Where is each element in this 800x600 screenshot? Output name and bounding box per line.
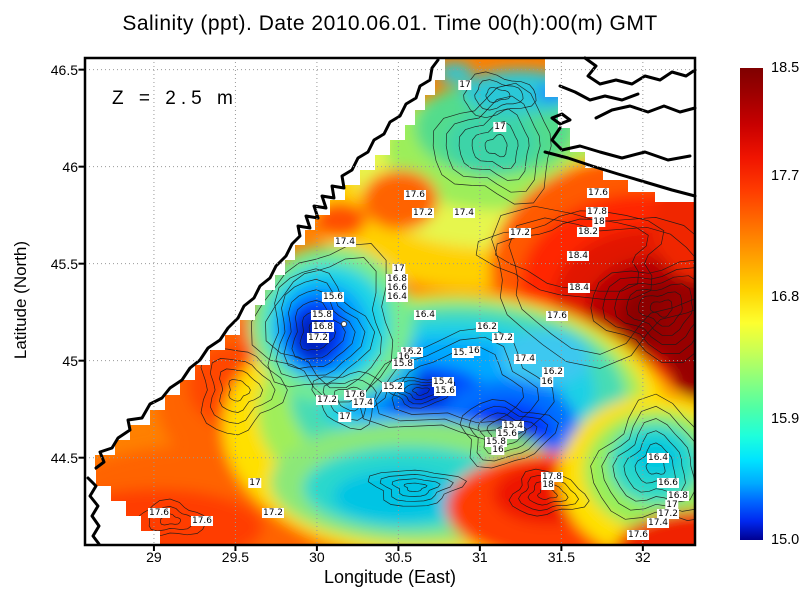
x-tick-label: 30.5 (384, 549, 413, 565)
contour-label: 15.4 (501, 421, 525, 431)
contour-label: 16.2 (475, 322, 499, 332)
contour-label: 16.8 (666, 491, 690, 501)
station-marker (341, 321, 347, 327)
x-tick-label: 32 (635, 549, 651, 565)
contour-label: 17.4 (351, 398, 375, 408)
contour-label: 16.6 (385, 283, 409, 293)
contour-label: 16.6 (656, 478, 680, 488)
axis-frame (83, 56, 697, 547)
x-tick-label: 30 (309, 549, 325, 565)
contour-label: 18 (592, 217, 606, 227)
contour-label: 16.2 (541, 367, 565, 377)
coastline (86, 56, 697, 546)
contour-label: 16.4 (413, 310, 437, 320)
contour-label: 17.2 (315, 395, 339, 405)
colorbar-tick-label: 15.9 (771, 410, 800, 427)
contour-label: 17.2 (508, 228, 532, 238)
contour-label: 15.6 (321, 292, 345, 302)
contour-label: 17.4 (646, 518, 670, 528)
y-tick-label: 45.5 (50, 255, 78, 272)
contour-label: 17.6 (190, 516, 214, 526)
contour-label: 17.6 (403, 190, 427, 200)
y-tick-label: 45 (62, 352, 78, 369)
colorbar-tick-label: 15.0 (771, 532, 800, 548)
contour-label: 17.2 (656, 509, 680, 519)
contour-label: 17.4 (452, 208, 476, 218)
contour-label: 16.4 (646, 453, 670, 463)
contour-label: 17.6 (343, 390, 367, 400)
contour-label: 17.4 (333, 237, 357, 247)
contour-label: 16 (397, 352, 411, 362)
contour-label: 17 (392, 264, 406, 274)
contour-label: 18.4 (567, 283, 591, 293)
contour-label: 18 (541, 480, 555, 490)
contour-label: 15.4 (431, 377, 455, 387)
contour-label: 16.8 (311, 322, 335, 332)
contour-label: 16 (467, 346, 481, 356)
contour-label: 16 (491, 445, 505, 455)
y-tick-label: 44.5 (50, 449, 78, 466)
grid-lines (85, 58, 695, 545)
contour-label: 17 (458, 80, 472, 90)
x-axis-label: Longitude (East) (323, 567, 457, 587)
contour-label: 17.8 (540, 472, 564, 482)
contour-label: 17 (665, 500, 679, 510)
contour-label: 17.6 (545, 311, 569, 321)
x-tick-label: 29 (146, 549, 162, 565)
axis-ticks (78, 68, 644, 551)
contour-label: 17.4 (513, 354, 537, 364)
contour-label: 15.8 (484, 437, 508, 447)
colorbar-tick-label: 18.5 (771, 60, 800, 76)
contour-label: 15.8 (391, 359, 415, 369)
contour-label: 17.2 (261, 508, 285, 518)
contour-label: 17.2 (411, 208, 435, 218)
contour-label: 15.6 (495, 429, 519, 439)
contour-label: 17.2 (306, 333, 330, 343)
colorbar-tick-label: 17.7 (771, 167, 800, 184)
contour-label: 17 (248, 478, 262, 488)
contour-label: 15.6 (451, 348, 475, 358)
contour-label: 17.2 (491, 333, 515, 343)
contour-label: 17.6 (586, 188, 610, 198)
colorbar (740, 68, 763, 540)
depth-annotation: Z = 2.5 m (112, 88, 238, 109)
contour-label: 16.4 (385, 292, 409, 302)
y-tick-label: 46 (62, 158, 78, 175)
contour-label: 18.4 (566, 251, 590, 261)
contour-label: 16 (540, 377, 554, 387)
contour-label: 15.8 (310, 310, 334, 320)
contour-label: 16.8 (385, 274, 409, 284)
plot-title: Salinity (ppt). Date 2010.06.01. Time 00… (122, 12, 658, 35)
colorbar-tick-label: 16.8 (771, 289, 800, 306)
contour-label: 15.6 (433, 386, 457, 396)
contour-label: 15.2 (381, 382, 405, 392)
contour-label: 17.6 (147, 508, 171, 518)
y-axis-label: Latitude (North) (11, 240, 30, 360)
contour-label: 17 (338, 412, 352, 422)
x-tick-label: 31 (472, 549, 488, 565)
contour-label: 17.6 (626, 530, 650, 540)
x-tick-label: 29.5 (221, 549, 250, 565)
x-tick-label: 31.5 (547, 549, 575, 565)
contour-label: 17 (493, 122, 507, 132)
contour-label: 18.2 (576, 227, 600, 237)
contour-label: 17.8 (585, 207, 609, 217)
contour-label: 16.2 (400, 347, 424, 357)
y-tick-label: 46.5 (50, 61, 78, 78)
